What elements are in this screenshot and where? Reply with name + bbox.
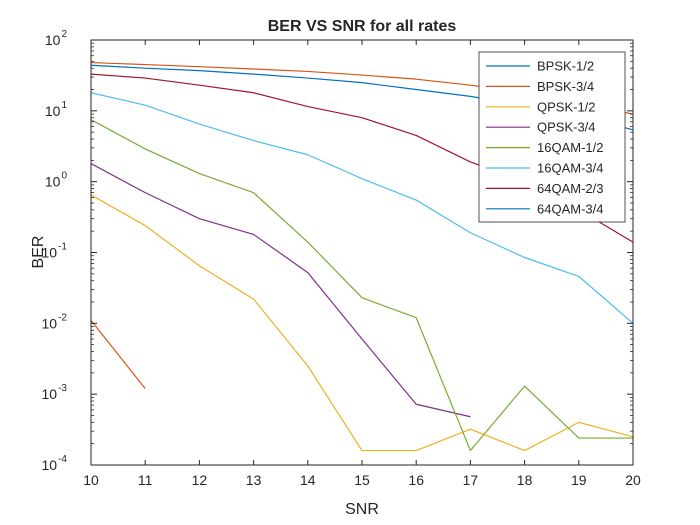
y-tick-label: 10-4 [42,454,68,473]
y-tick-label: 102 [45,29,68,48]
legend: BPSK-1/2 BPSK-3/4 QPSK-1/2 QPSK-3/4 16QAM-1/… [478,51,626,223]
legend-label-qpsk-1-2: QPSK-1/2 [537,99,596,114]
x-tick-label: 14 [300,472,316,488]
x-tick-label: 13 [246,472,262,488]
x-axis-label: SNR [345,501,379,518]
y-tick-label: 100 [45,171,68,190]
legend-label-16qam-3-4: 16QAM-3/4 [537,161,603,176]
x-tick-label: 17 [463,472,479,488]
legend-label-bpsk-3-4: BPSK-3/4 [537,79,594,94]
x-tick-label: 20 [625,472,641,488]
series-line-16qam-3-4 [90,92,634,324]
x-axis-ticks: 10 11 12 13 14 15 16 17 18 19 20 [83,40,641,488]
legend-label-64qam-3-4: 64QAM-3/4 [537,201,603,216]
x-tick-label: 15 [354,472,370,488]
series-line-16qam-1-2 [90,119,633,452]
x-tick-label: 10 [83,472,99,488]
legend-label-16qam-1-2: 16QAM-1/2 [537,140,603,155]
y-tick-label: 10-3 [42,383,68,402]
x-tick-label: 16 [408,472,424,488]
chart-title: BER VS SNR for all rates [268,18,457,35]
legend-label-64qam-2-3: 64QAM-2/3 [537,181,603,196]
y-tick-label: 101 [45,100,68,119]
x-tick-label: 12 [192,472,208,488]
series-line-qpsk-3-4 [90,163,471,418]
y-axis-label: BER [30,236,47,269]
y-tick-label: 10-2 [42,312,68,331]
x-tick-label: 11 [138,472,153,488]
legend-label-bpsk-1-2: BPSK-1/2 [537,59,594,74]
x-tick-label: 19 [571,472,587,488]
legend-box [478,51,626,223]
series-line-qpsk-1-2 [90,194,634,452]
series-line-bpsk-3-4 [90,320,146,389]
legend-label-qpsk-3-4: QPSK-3/4 [537,120,596,135]
x-tick-label: 18 [517,472,533,488]
